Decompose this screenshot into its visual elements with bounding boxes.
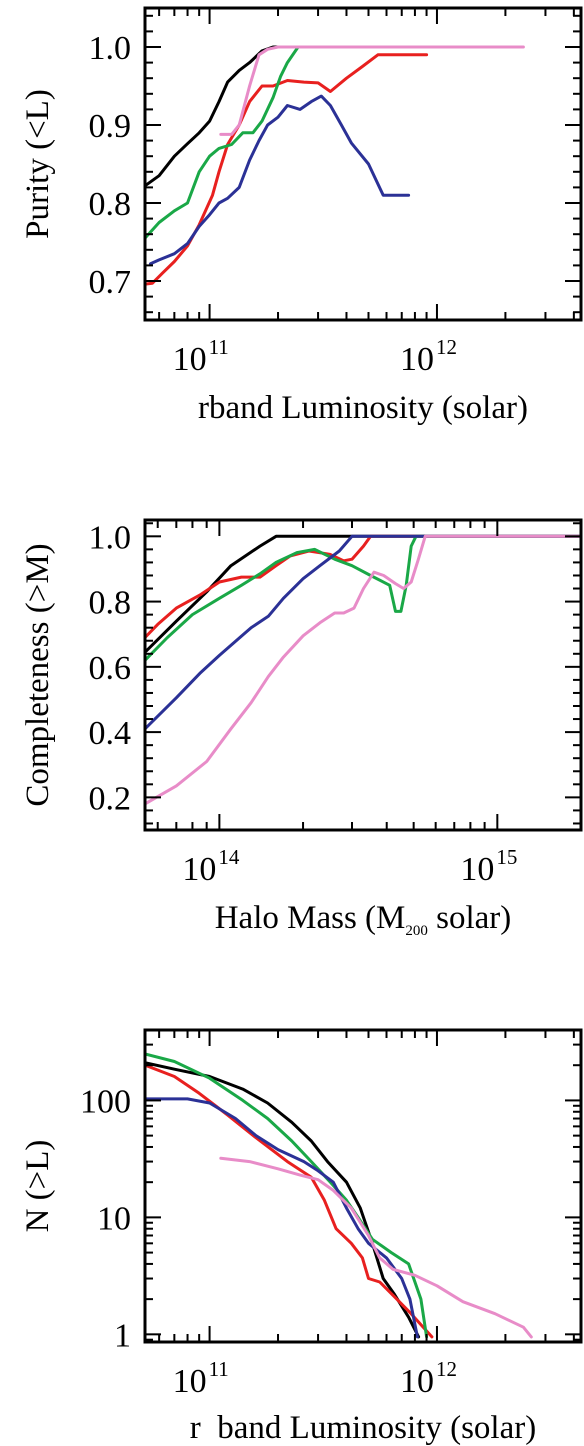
completeness-y-tick-label: 0.6 [89,650,132,687]
completeness-y-tick-label: 1.0 [89,519,132,556]
completeness-series-layer [145,534,581,806]
purity-x-tick-label-exponent: 12 [436,335,457,359]
purity-y-tick-labels: 0.7 0.8 0.9 1.0 [89,30,132,301]
cumulative-count-y-tick-label: 1 [114,1317,131,1354]
cumulative-count-x-tick-labels: 10 11 10 12 [173,1357,457,1400]
purity-series-line-4 [149,94,411,266]
purity-axes-frame [143,6,583,322]
completeness-ticks-layer [145,520,582,830]
cumulative-count-y-axis-label: N (>L) [20,1140,56,1233]
purity-y-tick-label: 0.9 [89,108,132,145]
completeness-x-axis-label: Halo Mass (M200 solar) [215,900,512,939]
completeness-x-tick-labels: 10 14 10 15 [182,845,517,888]
completeness-y-tick-label: 0.2 [89,780,132,817]
completeness-y-tick-labels: 0.2 0.4 0.6 0.8 1.0 [89,519,132,817]
cumulative-count-y-tick-label: 100 [80,1083,131,1120]
purity-ticks-layer [145,8,581,320]
purity-series-line-2 [145,53,429,286]
completeness-plot-area: 0.20.40.60.81.0 10 14 10 15 [89,518,583,888]
completeness-series-line-4 [145,534,581,731]
completeness-y-axis-label: Completeness (>M) [20,543,56,806]
cumulative-count-series-line-1 [145,1061,421,1339]
purity-x-tick-label-exponent: 11 [209,335,229,359]
completeness-x-axis-label-end: solar) [428,900,511,936]
purity-y-tick-label: 1.0 [89,30,132,67]
purity-x-axis-label: rband Luminosity (solar) [198,390,528,426]
cumulative-count-series-line-2 [145,1063,434,1339]
purity-y-tick-label: 0.8 [89,186,132,223]
cumulative-count-axes-frame [143,1028,583,1344]
cumulative-count-ticks-layer [145,1029,581,1342]
purity-series-line-3 [145,45,507,240]
cumulative-count-series-line-3 [145,1052,429,1339]
completeness-x-tick-label-exponent: 15 [496,845,517,869]
cumulative-count-y-tick-label: 10 [97,1200,131,1237]
purity-y-tick-label: 0.7 [89,264,132,301]
completeness-series-line-1 [145,534,581,654]
purity-plot-area: 0.70.80.91.0 10 11 10 12 [89,6,583,378]
completeness-axes-frame [143,518,583,832]
completeness-x-tick-label-exponent: 14 [218,845,240,869]
purity-series-line-5 [219,45,525,136]
completeness-panel: 0.20.40.60.81.0 10 14 10 15 Halo Mass (M200… [20,518,583,939]
cumulative-count-x-tick-label-exponent: 12 [436,1357,457,1381]
completeness-series-line-5 [145,534,581,806]
completeness-series-line-3 [145,534,581,662]
cumulative-count-x-tick-label-mantissa: 10 [173,1363,207,1400]
purity-x-tick-label-mantissa: 10 [173,341,207,378]
completeness-x-tick-label-mantissa: 10 [460,851,494,888]
completeness-y-tick-label: 0.8 [89,585,132,622]
cumulative-count-x-tick-label-mantissa: 10 [400,1363,434,1400]
cumulative-count-series-layer [145,1052,533,1339]
purity-x-tick-label-mantissa: 10 [400,341,434,378]
purity-series-layer [145,45,525,286]
cumulative-count-series-line-4 [145,1097,419,1339]
purity-panel: 0.70.80.91.0 10 11 10 12 rband Luminosity (… [20,6,583,426]
purity-y-axis-label: Purity (<L) [20,89,56,239]
completeness-x-tick-label-mantissa: 10 [182,851,216,888]
completeness-y-tick-label: 0.4 [89,715,132,752]
purity-series-line-1 [145,45,439,188]
completeness-x-axis-label-main: Halo Mass (M [215,900,406,936]
cumulative-count-series-line-5 [219,1156,533,1339]
cumulative-count-y-tick-labels: 1 10 100 [80,1083,131,1354]
cumulative-count-x-axis-label: r band Luminosity (solar) [190,1410,536,1446]
completeness-x-axis-label-subscript: 200 [405,923,428,939]
cumulative-count-x-tick-label-exponent: 11 [209,1357,229,1381]
purity-x-tick-labels: 10 11 10 12 [173,335,457,378]
